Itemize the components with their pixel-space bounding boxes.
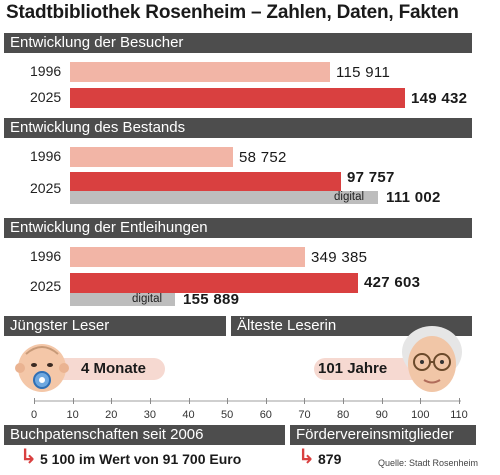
bar-entleihungen-2025 — [70, 273, 358, 293]
foerder-value: 879 — [318, 451, 342, 467]
age-axis-tick — [188, 398, 190, 404]
bar-besucher-1996 — [70, 62, 330, 82]
value-bestand-digital: 111 002 — [386, 189, 441, 206]
source-note: Quelle: Stadt Rosenheim — [378, 458, 479, 468]
age-bar-youngest — [40, 358, 166, 380]
digital-label-entleihungen: digital — [132, 293, 163, 305]
age-axis-tick-label: 50 — [221, 409, 234, 421]
age-axis-tick — [34, 398, 35, 404]
red-arrow-icon: ↳ — [20, 446, 37, 468]
value-entleihungen-digital: 155 889 — [183, 291, 240, 308]
age-axis-tick-label: 70 — [298, 409, 311, 421]
age-axis-tick-label: 40 — [182, 409, 195, 421]
section-header-entleihungen: Entwicklung der Entleihungen — [4, 218, 472, 238]
year-label-1996-bestand: 1996 — [30, 148, 62, 164]
age-axis-tick-label: 80 — [336, 409, 350, 421]
year-label-1996-besucher: 1996 — [30, 63, 62, 79]
age-axis-line — [34, 400, 461, 402]
age-axis-tick-label: 10 — [66, 409, 79, 421]
age-axis-tick — [111, 398, 113, 404]
age-axis-tick — [304, 398, 306, 404]
value-entleihungen-1996: 349 385 — [311, 249, 368, 266]
year-label-2025-entleihungen: 2025 — [30, 278, 62, 294]
age-axis-tick-label: 100 — [411, 409, 430, 421]
value-bestand-1996: 58 752 — [239, 149, 287, 166]
year-label-1996-entleihungen: 1996 — [30, 248, 62, 264]
bar-bestand-digital — [70, 191, 378, 204]
value-entleihungen-2025: 427 603 — [364, 274, 421, 291]
value-bestand-2025: 97 757 — [347, 169, 395, 186]
age-axis-tick-label: 110 — [450, 409, 468, 421]
year-label-2025-bestand: 2025 — [30, 180, 62, 196]
senior-face-icon — [402, 326, 462, 392]
section-header-buchpaten: Buchpatenschaften seit 2006 — [4, 425, 285, 445]
value-besucher-1996: 115 911 — [336, 64, 391, 81]
section-header-bestand: Entwicklung des Bestands — [4, 118, 472, 138]
bar-entleihungen-1996 — [70, 247, 305, 267]
section-header-besucher: Entwicklung der Besucher — [4, 33, 472, 53]
age-axis-tick — [227, 398, 229, 404]
digital-label-bestand: digital — [334, 191, 365, 203]
section-header-juengster: Jüngster Leser — [4, 316, 226, 336]
age-axis-tick-label: 60 — [259, 409, 272, 421]
bar-bestand-1996 — [70, 147, 233, 167]
age-axis-tick — [149, 398, 151, 404]
label-oldest-age: 101 Jahre — [318, 360, 388, 377]
section-header-foerder: Fördervereinsmitglieder — [290, 425, 476, 445]
year-label-2025-besucher: 2025 — [30, 89, 62, 105]
age-axis-tick — [72, 398, 74, 404]
age-axis-tick-label: 90 — [375, 409, 388, 421]
bar-entleihungen-digital — [70, 293, 175, 306]
age-axis-tick — [265, 398, 267, 404]
red-arrow-icon: ↳ — [298, 446, 315, 468]
page-title: Stadtbibliothek Rosenheim – Zahlen, Date… — [6, 2, 459, 23]
bar-bestand-2025 — [70, 172, 341, 191]
age-axis-tick — [420, 398, 422, 404]
bar-besucher-2025 — [70, 88, 405, 108]
label-youngest-age: 4 Monate — [81, 360, 147, 377]
age-axis-tick-label: 20 — [105, 409, 118, 421]
age-axis-tick-label: 0 — [30, 409, 38, 421]
value-besucher-2025: 149 432 — [411, 90, 468, 107]
age-axis-tick — [459, 398, 460, 404]
baby-face-icon — [15, 344, 69, 392]
age-axis-tick-label: 30 — [143, 409, 157, 421]
section-header-aelteste: Älteste Leserin — [231, 316, 472, 336]
buchpaten-value: 5 100 im Wert von 91 700 Euro — [40, 451, 242, 467]
age-bar-oldest — [314, 358, 427, 380]
age-axis-tick — [343, 398, 345, 404]
age-axis-tick — [381, 398, 383, 404]
